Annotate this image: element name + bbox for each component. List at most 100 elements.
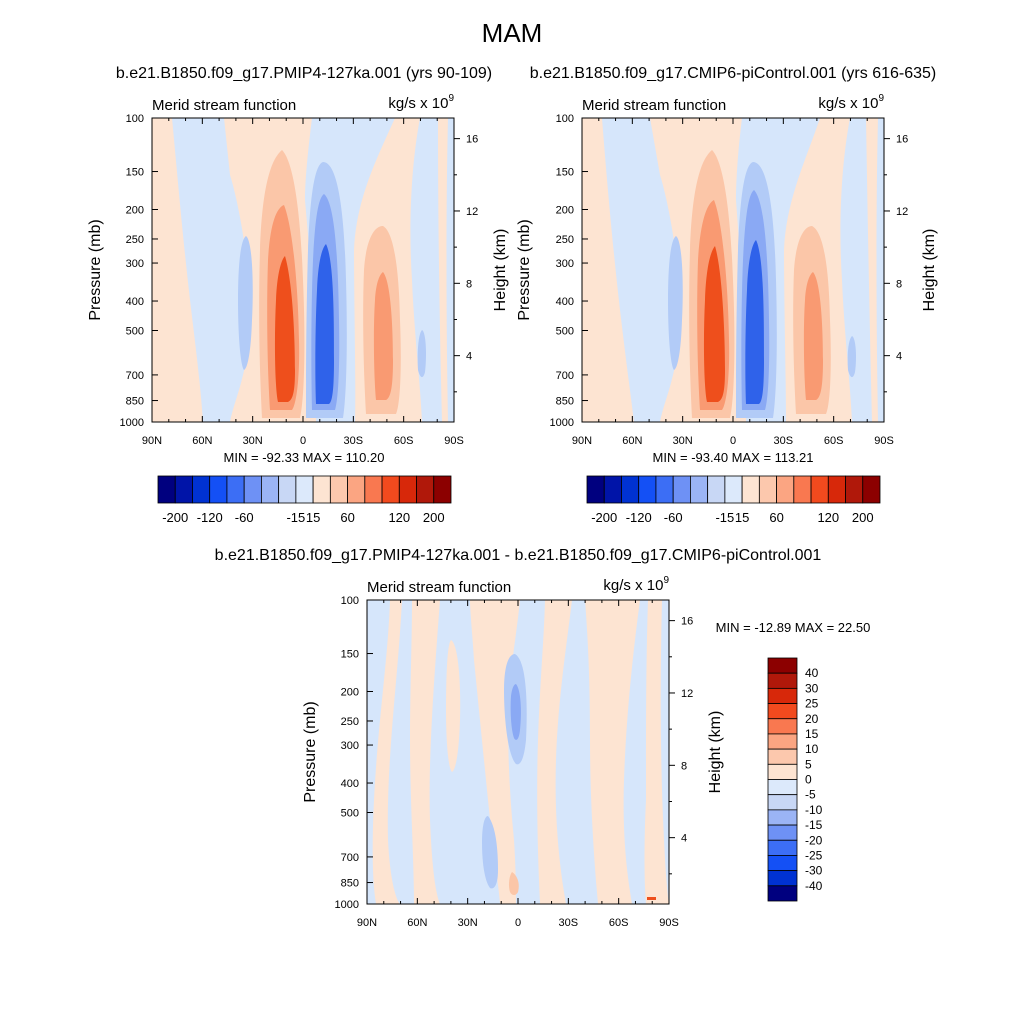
colorbar-swatch [827, 475, 846, 504]
right-case-title: b.e21.B1850.f09_g17.CMIP6-piControl.001 … [530, 65, 936, 82]
x-tick-label: 30S [774, 435, 794, 447]
colorbar-swatch [767, 870, 798, 887]
y-tick-label: 1000 [335, 899, 359, 911]
colorbar-label: 15 [306, 510, 320, 525]
y2-tick-label: 16 [466, 134, 478, 146]
y2-tick-label: 12 [896, 206, 908, 218]
colorbar-label: -10 [805, 803, 823, 817]
colorbar-swatch [767, 733, 798, 750]
colorbar-label: 120 [388, 510, 410, 525]
left-contour-neg-2-north [238, 236, 253, 370]
right-var-label: Merid stream function [582, 97, 726, 114]
diff-units-label: kg/s x 109 [603, 575, 669, 594]
y-tick-label: 850 [341, 878, 359, 890]
x-tick-label: 60S [394, 435, 414, 447]
x-tick-label: 60N [622, 435, 642, 447]
x-tick-label: 30S [344, 435, 364, 447]
y2-tick-label: 8 [466, 278, 472, 290]
y-tick-label: 400 [556, 296, 574, 308]
colorbar-swatch [192, 475, 211, 504]
colorbar-swatch [586, 475, 605, 504]
main-title: MAM [482, 18, 543, 48]
y2-tick-label: 4 [896, 351, 902, 363]
diff-x-ticks: 90N 60N 30N 0 30S 60S 90S [357, 600, 679, 929]
colorbar-label: 60 [340, 510, 354, 525]
colorbar-label: 200 [852, 510, 874, 525]
right-contour-neg-2-south-polar [847, 336, 856, 378]
colorbar-swatch [776, 475, 795, 504]
colorbar-swatch [741, 475, 760, 504]
y2-tick-label: 12 [466, 206, 478, 218]
colorbar-swatch [278, 475, 297, 504]
y-tick-label: 700 [556, 370, 574, 382]
colorbar-swatch [767, 672, 798, 689]
colorbar-swatch [767, 779, 798, 796]
diff-contour-pos-midlat [410, 600, 440, 904]
colorbar-swatch [174, 475, 193, 504]
left-units-label: kg/s x 109 [388, 93, 454, 112]
diff-y2-axis-label: Height (km) [707, 711, 724, 794]
colorbar-swatch [381, 475, 400, 504]
colorbar-swatch [226, 475, 245, 504]
right-units-text: kg/s x 10 [818, 95, 878, 112]
y-tick-label: 150 [556, 167, 574, 179]
left-x-ticks: 90N 60N 30N 0 30S 60S 90S [142, 118, 464, 447]
difference-panel: b.e21.B1850.f09_g17.PMIP4-127ka.001 - b.… [215, 547, 871, 929]
y-tick-label: 100 [126, 113, 144, 125]
left-contour-pos-polar [438, 118, 448, 422]
right-panel: b.e21.B1850.f09_g17.CMIP6-piControl.001 … [516, 65, 938, 525]
right-y2-axis-label: Height (km) [921, 229, 938, 312]
y-tick-label: 100 [556, 113, 574, 125]
diff-y-axis-label: Pressure (mb) [302, 701, 319, 802]
left-y2-ticks: 16 12 8 4 [454, 134, 478, 393]
diff-contour-neg-2-lower [482, 816, 498, 889]
diff-case-title: b.e21.B1850.f09_g17.PMIP4-127ka.001 - b.… [215, 547, 822, 564]
x-tick-label: 30S [559, 917, 579, 929]
y-tick-label: 200 [341, 687, 359, 699]
diff-y-ticks: 100 150 200 250 300 400 500 700 850 1000 [335, 595, 373, 911]
y-tick-label: 500 [126, 325, 144, 337]
x-tick-label: 90N [142, 435, 162, 447]
colorbar-label: 200 [423, 510, 445, 525]
right-stats: MIN = -93.40 MAX = 113.21 [653, 450, 814, 465]
right-contour-neg-5-tropics [745, 240, 764, 404]
colorbar-swatch [672, 475, 691, 504]
colorbar-swatch [724, 475, 743, 504]
colorbar-label: -25 [805, 848, 823, 862]
x-tick-label: 30N [673, 435, 693, 447]
x-tick-label: 60N [192, 435, 212, 447]
y-tick-label: 250 [341, 716, 359, 728]
colorbar-swatch [603, 475, 622, 504]
diff-contour-pos-north [372, 600, 402, 904]
left-contour-pos-3-south [373, 272, 393, 400]
y2-tick-label: 4 [681, 833, 687, 845]
colorbar-swatch [655, 475, 674, 504]
y-tick-label: 700 [126, 370, 144, 382]
left-colorbar [157, 475, 452, 504]
left-y2-axis-label: Height (km) [492, 229, 509, 312]
diff-contour-pos-high [446, 640, 461, 772]
colorbar-swatch [638, 475, 657, 504]
x-tick-label: 30N [243, 435, 263, 447]
colorbar-swatch [767, 703, 798, 720]
right-contour-pos-polar [866, 118, 878, 422]
y2-tick-label: 8 [896, 278, 902, 290]
colorbar-label: 120 [817, 510, 839, 525]
left-contour-pos-north [152, 118, 203, 422]
right-contour-pos-4-tropics [703, 246, 725, 402]
left-units-text: kg/s x 10 [388, 95, 448, 112]
diff-var-label: Merid stream function [367, 579, 511, 596]
colorbar-label: -40 [805, 879, 823, 893]
y-tick-label: 300 [556, 258, 574, 270]
colorbar-label: 20 [805, 712, 819, 726]
diff-contour-pos-5-surface [647, 897, 656, 900]
colorbar-label: -15 [715, 510, 734, 525]
y-tick-label: 1000 [550, 417, 574, 429]
colorbar-swatch [398, 475, 417, 504]
colorbar-swatch [767, 855, 798, 872]
x-tick-label: 0 [300, 435, 306, 447]
left-contour-pos-4-tropics [274, 256, 295, 402]
colorbar-swatch [364, 475, 383, 504]
y2-tick-label: 16 [681, 616, 693, 628]
